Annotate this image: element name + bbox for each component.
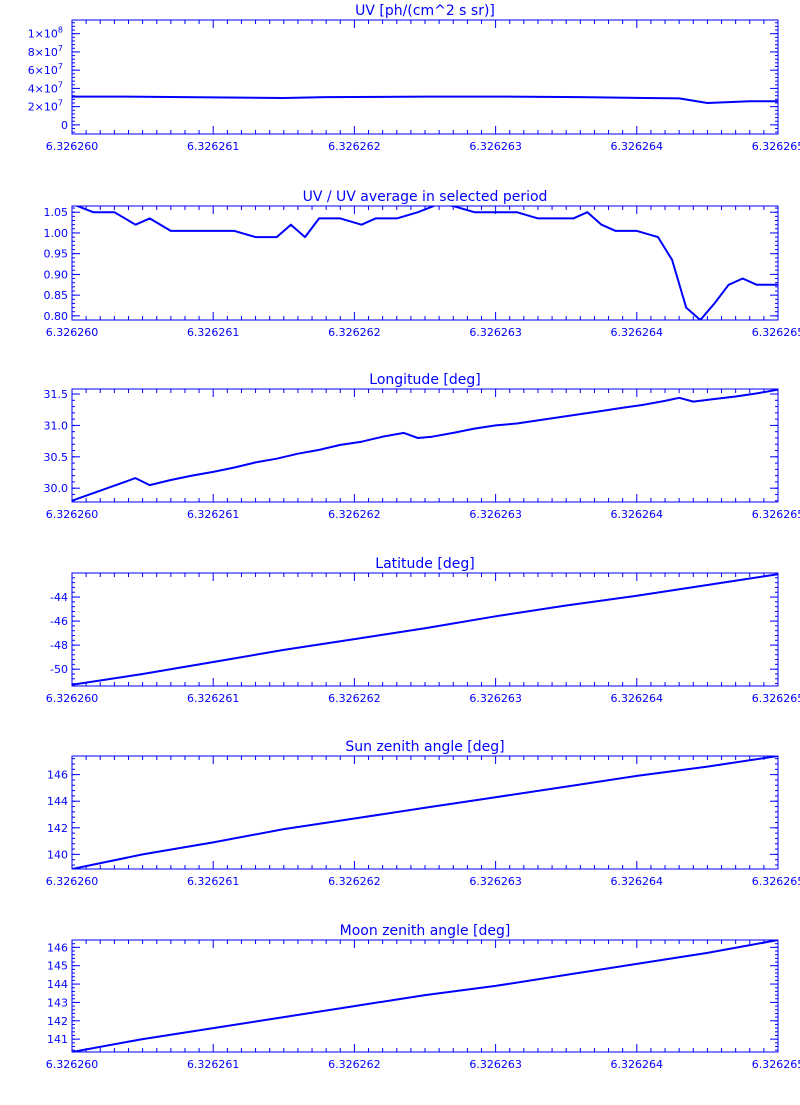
x-tick-label: 6.326262 — [328, 692, 381, 705]
x-tick-label: 6.326261 — [187, 692, 240, 705]
panel-title: UV / UV average in selected period — [303, 189, 548, 205]
x-tick-label: 6.326265 — [752, 140, 800, 153]
series-line — [72, 940, 778, 1052]
x-tick-label: 6.326260 — [46, 1058, 99, 1071]
y-tick-label: 146 — [47, 769, 68, 782]
x-tick-label: 6.326263 — [469, 692, 522, 705]
y-tick-label: 143 — [47, 996, 68, 1009]
x-tick-label: 6.326260 — [46, 326, 99, 339]
y-tick-exponent: 7 — [58, 62, 63, 71]
y-tick-label: 140 — [47, 848, 68, 861]
y-tick-exponent: 7 — [58, 44, 63, 53]
y-tick-label: 30.0 — [44, 482, 69, 495]
series-line — [72, 389, 778, 502]
y-tick-exponent: 7 — [58, 80, 63, 89]
x-tick-label: 6.326261 — [187, 326, 240, 339]
x-tick-label: 6.326264 — [611, 1058, 664, 1071]
x-tick-label: 6.326263 — [469, 326, 522, 339]
y-tick-label: 142 — [47, 822, 68, 835]
y-tick-label: 31.0 — [44, 419, 69, 432]
x-tick-label: 6.326262 — [328, 326, 381, 339]
panel-title: Sun zenith angle [deg] — [345, 739, 504, 755]
y-tick-label: 2×107 — [28, 99, 63, 114]
x-tick-label: 6.326264 — [611, 692, 664, 705]
y-tick-label: 6×107 — [28, 62, 63, 77]
x-tick-label: 6.326265 — [752, 508, 800, 521]
x-tick-label: 6.326265 — [752, 326, 800, 339]
x-tick-label: 6.326264 — [611, 508, 664, 521]
y-tick-label: 1×108 — [28, 26, 63, 41]
y-tick-label: 144 — [47, 978, 68, 991]
y-tick-label: 0.85 — [44, 289, 69, 302]
x-tick-label: 6.326262 — [328, 875, 381, 888]
x-tick-label: 6.326265 — [752, 875, 800, 888]
series-line — [72, 95, 778, 104]
x-tick-label: 6.326261 — [187, 508, 240, 521]
plot-frame — [71, 755, 779, 870]
panel-title: Longitude [deg] — [369, 372, 480, 388]
x-tick-label: 6.326263 — [469, 508, 522, 521]
x-tick-label: 6.326263 — [469, 140, 522, 153]
x-tick-label: 6.326261 — [187, 140, 240, 153]
x-tick-label: 6.326260 — [46, 508, 99, 521]
x-tick-label: 6.326264 — [611, 875, 664, 888]
y-tick-label: 146 — [47, 941, 68, 954]
panel-title: Latitude [deg] — [375, 556, 474, 572]
x-tick-label: 6.326260 — [46, 140, 99, 153]
y-tick-exponent: 8 — [58, 26, 63, 35]
x-tick-label: 6.326264 — [611, 326, 664, 339]
y-tick-label: 144 — [47, 795, 68, 808]
x-tick-label: 6.326260 — [46, 692, 99, 705]
series-line — [72, 573, 778, 686]
y-tick-label: 4×107 — [28, 80, 63, 95]
x-tick-label: 6.326262 — [328, 1058, 381, 1071]
y-tick-label: 8×107 — [28, 44, 63, 59]
y-tick-label: 31.5 — [44, 388, 69, 401]
x-tick-label: 6.326263 — [469, 1058, 522, 1071]
y-tick-label: 1.05 — [44, 206, 69, 219]
x-tick-label: 6.326261 — [187, 875, 240, 888]
y-tick-label: -50 — [50, 663, 68, 676]
y-tick-label: 0.80 — [44, 310, 69, 323]
x-tick-label: 6.326263 — [469, 875, 522, 888]
y-tick-label: 142 — [47, 1015, 68, 1028]
series-line — [74, 206, 778, 320]
y-tick-exponent: 7 — [58, 99, 63, 108]
plot-frame — [71, 388, 779, 503]
y-tick-label: 0 — [61, 119, 68, 132]
y-tick-label: 141 — [47, 1033, 68, 1046]
y-tick-label: 0.95 — [44, 248, 69, 261]
plot-frame — [71, 19, 779, 135]
x-tick-label: 6.326262 — [328, 508, 381, 521]
y-tick-label: -46 — [50, 615, 68, 628]
y-tick-label: 30.5 — [44, 451, 69, 464]
y-tick-label: 0.90 — [44, 268, 69, 281]
y-tick-label: -48 — [50, 639, 68, 652]
panel-title: Moon zenith angle [deg] — [340, 923, 511, 939]
y-tick-label: 145 — [47, 960, 68, 973]
series-line — [72, 756, 778, 869]
x-tick-label: 6.326265 — [752, 692, 800, 705]
panel-title: UV [ph/(cm^2 s sr)] — [355, 3, 495, 19]
x-tick-label: 6.326260 — [46, 875, 99, 888]
x-tick-label: 6.326264 — [611, 140, 664, 153]
x-tick-label: 6.326261 — [187, 1058, 240, 1071]
x-tick-label: 6.326262 — [328, 140, 381, 153]
y-tick-label: 1.00 — [44, 227, 69, 240]
y-tick-label: -44 — [50, 591, 68, 604]
x-tick-label: 6.326265 — [752, 1058, 800, 1071]
